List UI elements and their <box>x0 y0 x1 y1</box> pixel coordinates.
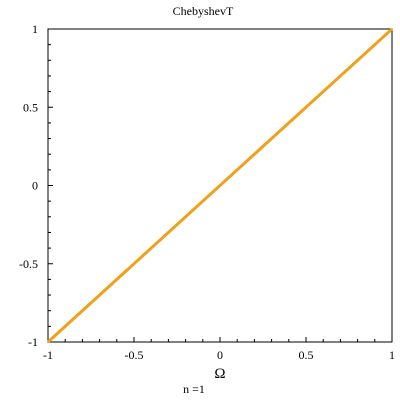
y-tick-label: -1 <box>28 335 38 349</box>
y-axis-tick-labels: -1 -0.5 0 0.5 1 <box>19 22 38 349</box>
x-axis-tick-labels: -1 -0.5 0 0.5 1 <box>43 348 395 362</box>
y-tick-label: 1 <box>32 22 38 36</box>
chart-title: ChebyshevT <box>173 4 234 18</box>
x-tick-label: 0 <box>217 348 223 362</box>
x-tick-label: 0.5 <box>299 348 314 362</box>
series-line <box>46 27 394 344</box>
y-tick-label: 0 <box>32 179 38 193</box>
y-tick-label: -0.5 <box>19 257 38 271</box>
x-tick-label: 1 <box>389 348 395 362</box>
series-layer <box>46 27 394 344</box>
plot-caption: n =1 <box>183 382 205 396</box>
x-tick-label: -1 <box>43 348 53 362</box>
y-axis-ticks <box>48 28 53 343</box>
x-axis-ticks <box>47 337 393 342</box>
x-axis-label: Ω <box>214 366 225 382</box>
y-tick-label: 0.5 <box>23 100 38 114</box>
x-tick-label: -0.5 <box>125 348 144 362</box>
